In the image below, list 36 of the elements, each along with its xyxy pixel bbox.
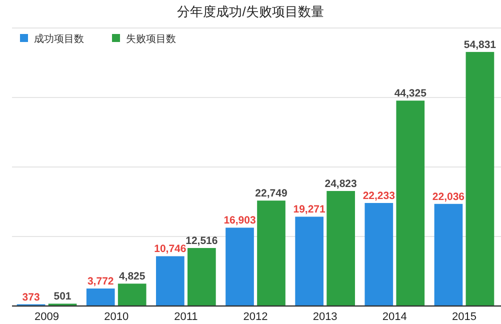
- bar: [326, 190, 355, 306]
- x-tick-label: 2012: [243, 311, 268, 323]
- bar: [295, 216, 324, 306]
- data-label: 373: [22, 291, 40, 304]
- data-label: 44,325: [394, 88, 427, 100]
- bar: [257, 200, 286, 306]
- data-label: 22,036: [432, 190, 465, 203]
- bar: [86, 288, 115, 306]
- legend-label: 失败项目数: [126, 33, 176, 45]
- x-tick-label: 2009: [34, 311, 60, 323]
- x-tick-label: 2015: [452, 311, 476, 323]
- bar: [364, 202, 394, 306]
- bar: [434, 204, 463, 306]
- bar: [396, 100, 425, 306]
- x-tick-label: 2010: [104, 311, 129, 323]
- data-label: 3,772: [87, 276, 114, 288]
- data-label: 22,233: [362, 190, 396, 202]
- data-label: 12,516: [186, 235, 218, 248]
- data-label: 16,903: [224, 214, 256, 227]
- data-label: 24,823: [324, 178, 358, 190]
- data-label: 19,271: [293, 204, 326, 216]
- data-label: 4,825: [118, 270, 146, 283]
- bar: [188, 248, 216, 306]
- data-label: 22,749: [255, 188, 288, 200]
- x-tick-label: 2014: [382, 311, 407, 323]
- legend-label: 成功项目数: [34, 33, 84, 45]
- data-label: 501: [54, 290, 72, 303]
- x-tick-label: 2011: [174, 311, 198, 323]
- bar: [118, 284, 146, 306]
- data-label: 10,746: [154, 243, 186, 256]
- bar: [226, 228, 254, 306]
- x-tick-label: 2013: [312, 311, 338, 323]
- bar: [466, 52, 494, 306]
- data-label: 54,831: [464, 38, 496, 51]
- bar: [156, 256, 184, 306]
- chart-title: 分年度成功/失败项目数量: [177, 4, 324, 19]
